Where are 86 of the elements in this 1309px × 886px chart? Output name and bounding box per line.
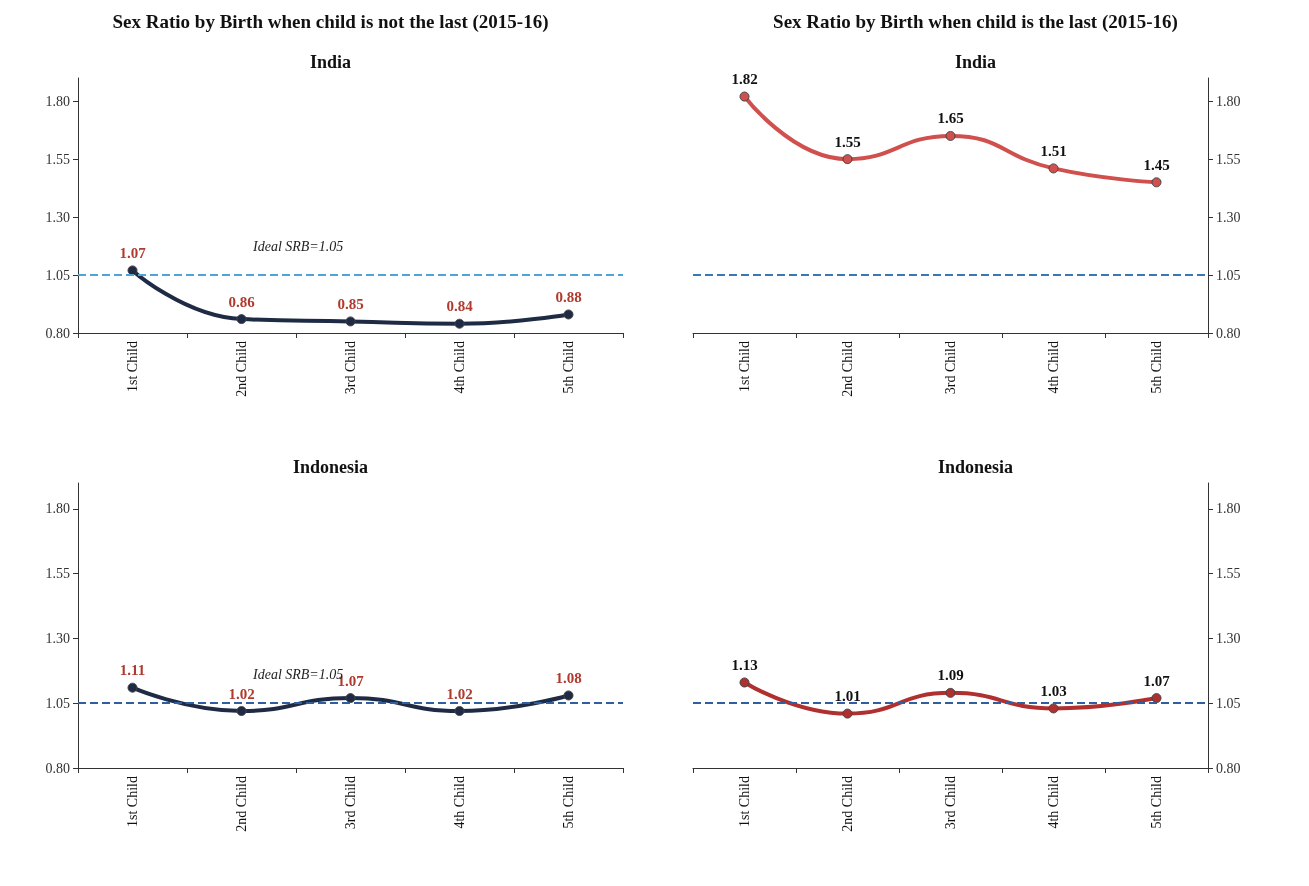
y-tick-label: 1.80 [45,501,70,517]
x-tick-label: 4th Child [452,341,467,394]
data-label: 1.08 [555,669,582,686]
data-label: 1.07 [1143,672,1171,689]
x-tick-label: 3rd Child [343,776,358,830]
x-tick-label: 5th Child [561,341,576,394]
y2-tick-label: 1.80 [1216,501,1241,517]
y-tick-label: 1.05 [45,267,70,283]
y2-tick-label: 0.80 [1216,325,1241,341]
data-label: 1.01 [834,688,861,705]
point [345,693,356,704]
data-label: 1.02 [228,685,255,702]
data-label: 1.45 [1143,156,1170,173]
x-tick-label: 3rd Child [343,341,358,395]
point [563,690,574,701]
point [1048,703,1059,714]
y-tick-label: 1.80 [45,93,70,109]
chart-title: India [954,52,997,72]
x-tick-label: 5th Child [561,776,576,829]
data-label: 0.88 [555,288,582,305]
x-tick-label: 4th Child [1046,776,1061,829]
ref-line-label: Ideal SRB=1.05 [252,238,344,254]
data-label: 1.51 [1040,142,1067,159]
point [1151,693,1162,704]
x-tick-label: 3rd Child [943,341,958,395]
y2-tick-label: 1.30 [1216,630,1241,646]
y2-tick-label: 1.05 [1216,695,1241,711]
point [945,687,956,698]
chart-title: Indonesia [937,457,1014,477]
point [1048,163,1059,174]
point [236,314,247,325]
data-label: 1.11 [119,662,146,679]
y2-tick-label: 1.30 [1216,209,1241,225]
data-label: 0.85 [337,295,364,312]
point [842,708,853,719]
x-tick-label: 4th Child [1046,341,1061,394]
x-tick-label: 1st Child [125,341,140,392]
y-tick-label: 1.30 [45,209,70,225]
y-tick-label: 1.30 [45,630,70,646]
point [842,154,853,165]
y-tick-label: 1.55 [45,566,70,582]
chart-title: India [309,52,352,72]
x-tick-label: 1st Child [737,341,752,392]
x-tick-label: 2nd Child [840,776,855,832]
x-tick-label: 2nd Child [840,341,855,397]
y2-tick-label: 0.80 [1216,760,1241,776]
y-tick-label: 0.80 [45,325,70,341]
point [345,316,356,327]
point [1151,177,1162,188]
data-label: 1.13 [731,657,758,673]
point [454,706,465,716]
data-label: 1.55 [834,133,861,150]
point [739,677,750,688]
x-tick-label: 4th Child [452,776,467,829]
data-label: 1.09 [937,667,964,684]
y-tick-label: 0.80 [45,760,70,776]
data-label: 1.65 [937,110,964,127]
text: Sex Ratio by Birth when child is the last (2015-16) [773,11,1178,33]
y2-tick-label: 1.55 [1216,151,1241,167]
y2-tick-label: 1.55 [1216,566,1241,582]
text: Sex Ratio by Birth when child is not the last (2015-16) [112,11,549,33]
y2-tick-label: 1.05 [1216,267,1241,283]
point [454,318,465,329]
y2-tick-label: 1.80 [1216,93,1241,109]
x-tick-label: 1st Child [125,776,140,827]
data-label: 0.86 [228,293,256,310]
x-tick-label: 2nd Child [234,776,249,832]
point [236,706,247,716]
point [127,682,138,693]
y-tick-label: 1.05 [45,695,70,711]
y-tick-label: 1.55 [45,151,70,167]
x-tick-label: 5th Child [1149,341,1164,394]
point [127,265,138,276]
point [739,91,750,102]
data-label: 1.07 [119,244,147,261]
x-tick-label: 5th Child [1149,776,1164,829]
data-label: 1.03 [1040,682,1067,699]
data-label: 0.84 [446,298,474,315]
data-label: 1.02 [446,685,473,702]
x-tick-label: 3rd Child [943,776,958,830]
chart-title: Indonesia [292,457,369,477]
data-label: 1.82 [731,71,758,88]
x-tick-label: 1st Child [737,776,752,827]
x-tick-label: 2nd Child [234,341,249,397]
point [563,309,574,320]
point [945,130,956,141]
